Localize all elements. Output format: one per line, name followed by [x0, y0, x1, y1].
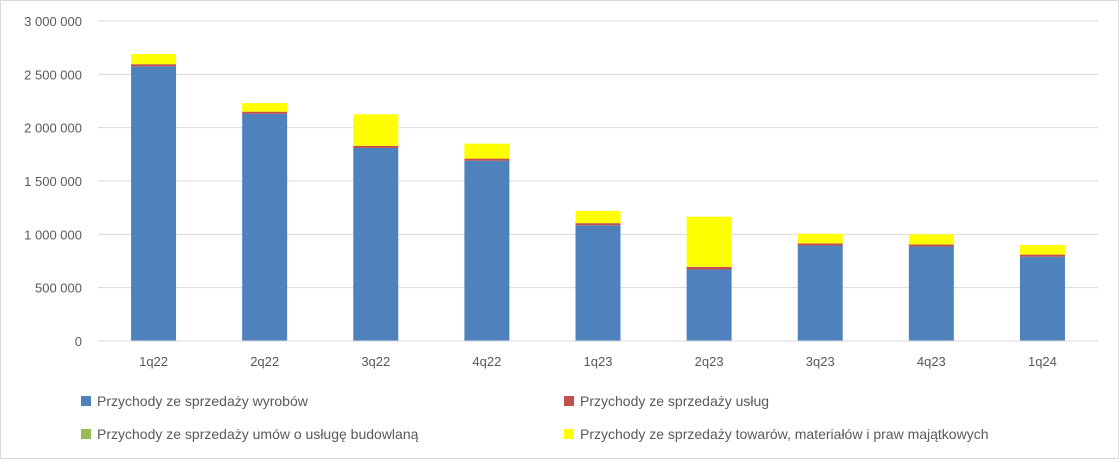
y-tick-label: 500 000 — [35, 281, 82, 296]
x-tick-label: 2q23 — [695, 354, 724, 369]
bars — [131, 54, 1065, 341]
x-tick-label: 1q24 — [1028, 354, 1057, 369]
x-tick-label: 4q23 — [917, 354, 946, 369]
bar-segment — [1019, 256, 1065, 341]
bar-segment — [353, 147, 399, 341]
bar-segment — [686, 216, 732, 267]
bar-segment — [353, 114, 399, 146]
bar-segment — [908, 234, 954, 245]
bar-segment — [1019, 254, 1065, 257]
bar-segment — [464, 158, 510, 161]
bar-segment — [686, 269, 732, 341]
bar-segment — [464, 160, 510, 341]
bar-segment — [464, 143, 510, 159]
y-axis: 0 500 000 1 000 000 1 500 000 2 000 000 2 500… — [24, 14, 82, 349]
y-tick-label: 2 500 000 — [24, 67, 82, 82]
bar-segment — [908, 246, 954, 341]
x-tick-label: 2q22 — [250, 354, 279, 369]
y-tick-label: 3 000 000 — [24, 14, 82, 29]
y-tick-label: 0 — [75, 334, 82, 349]
bar-segment — [1019, 245, 1065, 255]
x-tick-label: 3q22 — [361, 354, 390, 369]
bar-segment — [797, 245, 843, 341]
bar-segment — [353, 145, 399, 148]
bar-segment — [575, 225, 621, 341]
x-tick-label: 1q23 — [584, 354, 613, 369]
y-tick-label: 1 500 000 — [24, 174, 82, 189]
x-axis: 1q22 2q22 3q22 4q22 1q23 2q23 3q23 4q23 1q24 — [98, 340, 1098, 369]
bar-segment — [242, 111, 288, 114]
x-tick-label: 1q22 — [139, 354, 168, 369]
bar-segment — [131, 54, 177, 65]
bar-segment — [908, 244, 954, 247]
bar-segment — [131, 66, 177, 341]
bar-segment — [797, 233, 843, 244]
x-tick-label: 3q23 — [806, 354, 835, 369]
bar-segment — [686, 266, 732, 270]
bar-segment — [575, 210, 621, 224]
bar-segment — [575, 223, 621, 226]
y-tick-label: 1 000 000 — [24, 227, 82, 242]
bar-segment — [242, 113, 288, 341]
bar-segment — [131, 64, 177, 67]
x-tick-label: 4q22 — [472, 354, 501, 369]
bar-segment — [242, 103, 288, 112]
y-tick-label: 2 000 000 — [24, 121, 82, 136]
bar-segment — [797, 243, 843, 246]
